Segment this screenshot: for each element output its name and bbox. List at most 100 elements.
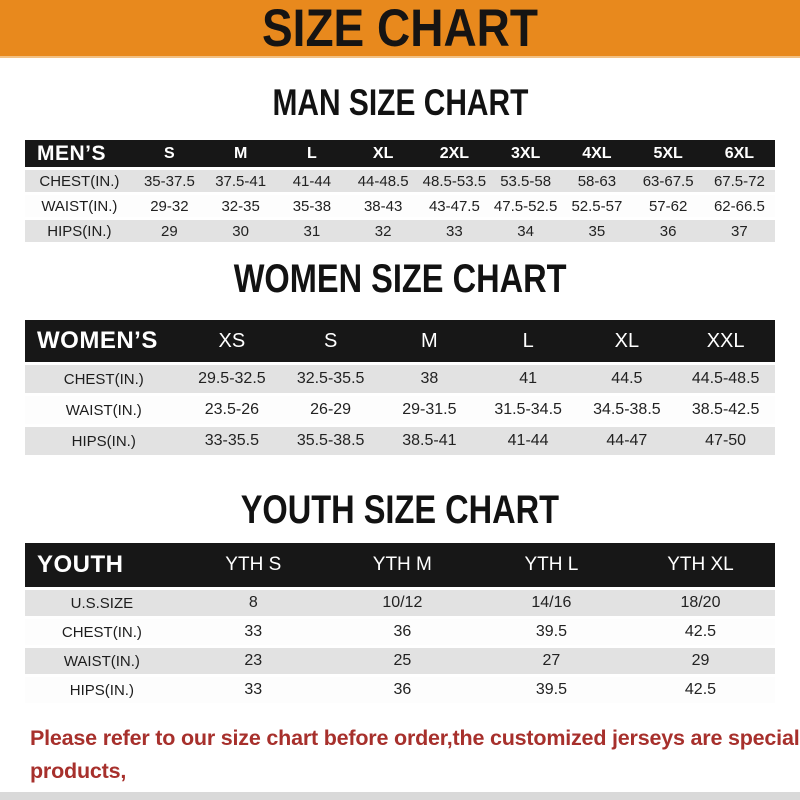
size-value-cell: 34.5-38.5 — [593, 401, 661, 418]
size-value-cell: 43-47.5 — [428, 197, 480, 215]
column-header: M — [233, 144, 248, 162]
youth-table-header-row: YOUTH YTH S YTH M YTH L YTH XL — [25, 543, 775, 590]
row-label: WAIST(IN.) — [41, 197, 118, 215]
size-value-cell: 44.5 — [611, 370, 643, 387]
size-value-cell: 23.5-26 — [204, 401, 259, 418]
size-value-cell: 38.5-42.5 — [691, 401, 760, 418]
size-value-cell: 32-35 — [221, 197, 260, 215]
size-value-cell: 44-47 — [606, 432, 648, 449]
size-value-cell: 27 — [542, 652, 561, 669]
column-header: YTH M — [372, 554, 432, 575]
column-header: XS — [218, 329, 246, 352]
table-row-ussize: U.S.SIZE 8 10/12 14/16 18/20 — [25, 590, 775, 619]
women-size-table: WOMEN’S XS S M L XL XXL CHEST(IN.) 29.5-… — [25, 320, 775, 458]
size-value-cell: 23 — [244, 652, 263, 669]
table-row-chest: CHEST(IN.) 35-37.5 37.5-41 41-44 44-48.5… — [25, 170, 775, 195]
size-value-cell: 25 — [393, 652, 412, 669]
column-header: L — [306, 144, 317, 162]
size-value-cell: 33 — [244, 681, 263, 698]
size-value-cell: 32 — [374, 222, 392, 240]
size-value-cell: 36 — [393, 681, 412, 698]
size-value-cell: 36 — [393, 623, 412, 640]
men-size-table: MEN’S S M L XL 2XL 3XL 4XL 5XL 6XL CHEST… — [25, 140, 775, 245]
row-label: WAIST(IN.) — [63, 652, 140, 670]
column-header: YTH XL — [667, 554, 734, 575]
disclaimer-line-1: Please refer to our size chart before or… — [30, 726, 800, 783]
column-header: 6XL — [724, 144, 755, 162]
size-value-cell: 29-31.5 — [402, 401, 457, 418]
row-label: HIPS(IN.) — [47, 222, 112, 240]
column-header: YTH L — [524, 554, 579, 575]
size-value-cell: 32.5-35.5 — [296, 370, 365, 387]
row-label: U.S.SIZE — [70, 594, 134, 612]
column-header: 5XL — [653, 144, 683, 162]
size-value-cell: 39.5 — [535, 681, 567, 698]
size-value-cell: 37 — [731, 222, 748, 240]
size-value-cell: 18/20 — [680, 594, 721, 611]
size-value-cell: 31 — [303, 222, 321, 240]
size-value-cell: 52.5-57 — [571, 197, 623, 215]
size-value-cell: 53.5-58 — [500, 172, 552, 190]
size-value-cell: 33 — [446, 222, 463, 240]
size-value-cell: 29-32 — [150, 197, 189, 215]
size-value-cell: 38.5-41 — [402, 432, 457, 449]
row-label: CHEST(IN.) — [39, 172, 120, 190]
column-header: XL — [372, 144, 394, 162]
youth-table-title: YOUTH — [37, 551, 124, 578]
size-value-cell: 67.5-72 — [713, 172, 765, 190]
size-value-cell: 29 — [691, 652, 710, 669]
table-row-hips: HIPS(IN.) 29 30 31 32 33 34 35 36 37 — [25, 220, 775, 245]
size-value-cell: 31.5-34.5 — [494, 401, 562, 418]
row-label: HIPS(IN.) — [71, 432, 136, 450]
column-header: S — [164, 144, 175, 162]
row-label: HIPS(IN.) — [69, 681, 134, 699]
row-label: WAIST(IN.) — [65, 401, 142, 419]
women-section-heading: WOMEN SIZE CHART — [233, 256, 567, 301]
youth-section-heading: YOUTH SIZE CHART — [240, 487, 560, 532]
size-value-cell: 38-43 — [363, 197, 403, 215]
banner: SIZE CHART — [0, 0, 800, 58]
youth-size-table: YOUTH YTH S YTH M YTH L YTH XL U.S.SIZE … — [25, 543, 775, 706]
men-table-header-row: MEN’S S M L XL 2XL 3XL 4XL 5XL 6XL — [25, 140, 775, 170]
table-row-waist: WAIST(IN.) 29-32 32-35 35-38 38-43 43-47… — [25, 195, 775, 220]
bottom-divider — [0, 792, 800, 800]
banner-title: SIZE CHART — [262, 0, 538, 58]
column-header: YTH S — [225, 554, 282, 575]
column-header: XXL — [706, 329, 745, 352]
size-value-cell: 57-62 — [648, 197, 688, 215]
size-value-cell: 41-44 — [292, 172, 332, 190]
size-value-cell: 63-67.5 — [642, 172, 694, 190]
size-value-cell: 47.5-52.5 — [493, 197, 558, 215]
size-value-cell: 42.5 — [684, 623, 717, 640]
size-value-cell: 8 — [248, 594, 258, 611]
row-label: CHEST(IN.) — [63, 370, 144, 388]
size-value-cell: 30 — [232, 222, 249, 240]
column-header: 4XL — [582, 144, 612, 162]
size-value-cell: 33 — [244, 623, 263, 640]
men-table-title: MEN’S — [37, 141, 107, 165]
man-section-heading: MAN SIZE CHART — [272, 82, 528, 124]
size-value-cell: 35.5-38.5 — [296, 432, 365, 449]
size-value-cell: 29.5-32.5 — [198, 370, 266, 387]
size-value-cell: 62-66.5 — [713, 197, 765, 215]
size-value-cell: 14/16 — [531, 594, 572, 611]
column-header: XL — [614, 329, 640, 352]
disclaimer-text: Please refer to our size chart before or… — [0, 722, 800, 800]
table-row-hips: HIPS(IN.) 33 36 39.5 42.5 — [25, 677, 775, 706]
women-table-title: WOMEN’S — [37, 327, 158, 354]
size-value-cell: 47-50 — [705, 432, 747, 449]
size-value-cell: 41-44 — [507, 432, 549, 449]
size-value-cell: 42.5 — [684, 681, 717, 698]
size-value-cell: 36 — [659, 222, 677, 240]
table-row-hips: HIPS(IN.) 33-35.5 35.5-38.5 38.5-41 41-4… — [25, 427, 775, 458]
size-value-cell: 33-35.5 — [204, 432, 259, 449]
row-label: CHEST(IN.) — [61, 623, 142, 641]
size-value-cell: 41 — [519, 370, 538, 387]
size-value-cell: 44-48.5 — [357, 172, 409, 190]
size-value-cell: 29 — [161, 222, 178, 240]
column-header: S — [323, 329, 338, 352]
size-value-cell: 58-63 — [577, 172, 617, 190]
size-value-cell: 26-29 — [310, 401, 352, 418]
column-header: L — [522, 329, 534, 352]
